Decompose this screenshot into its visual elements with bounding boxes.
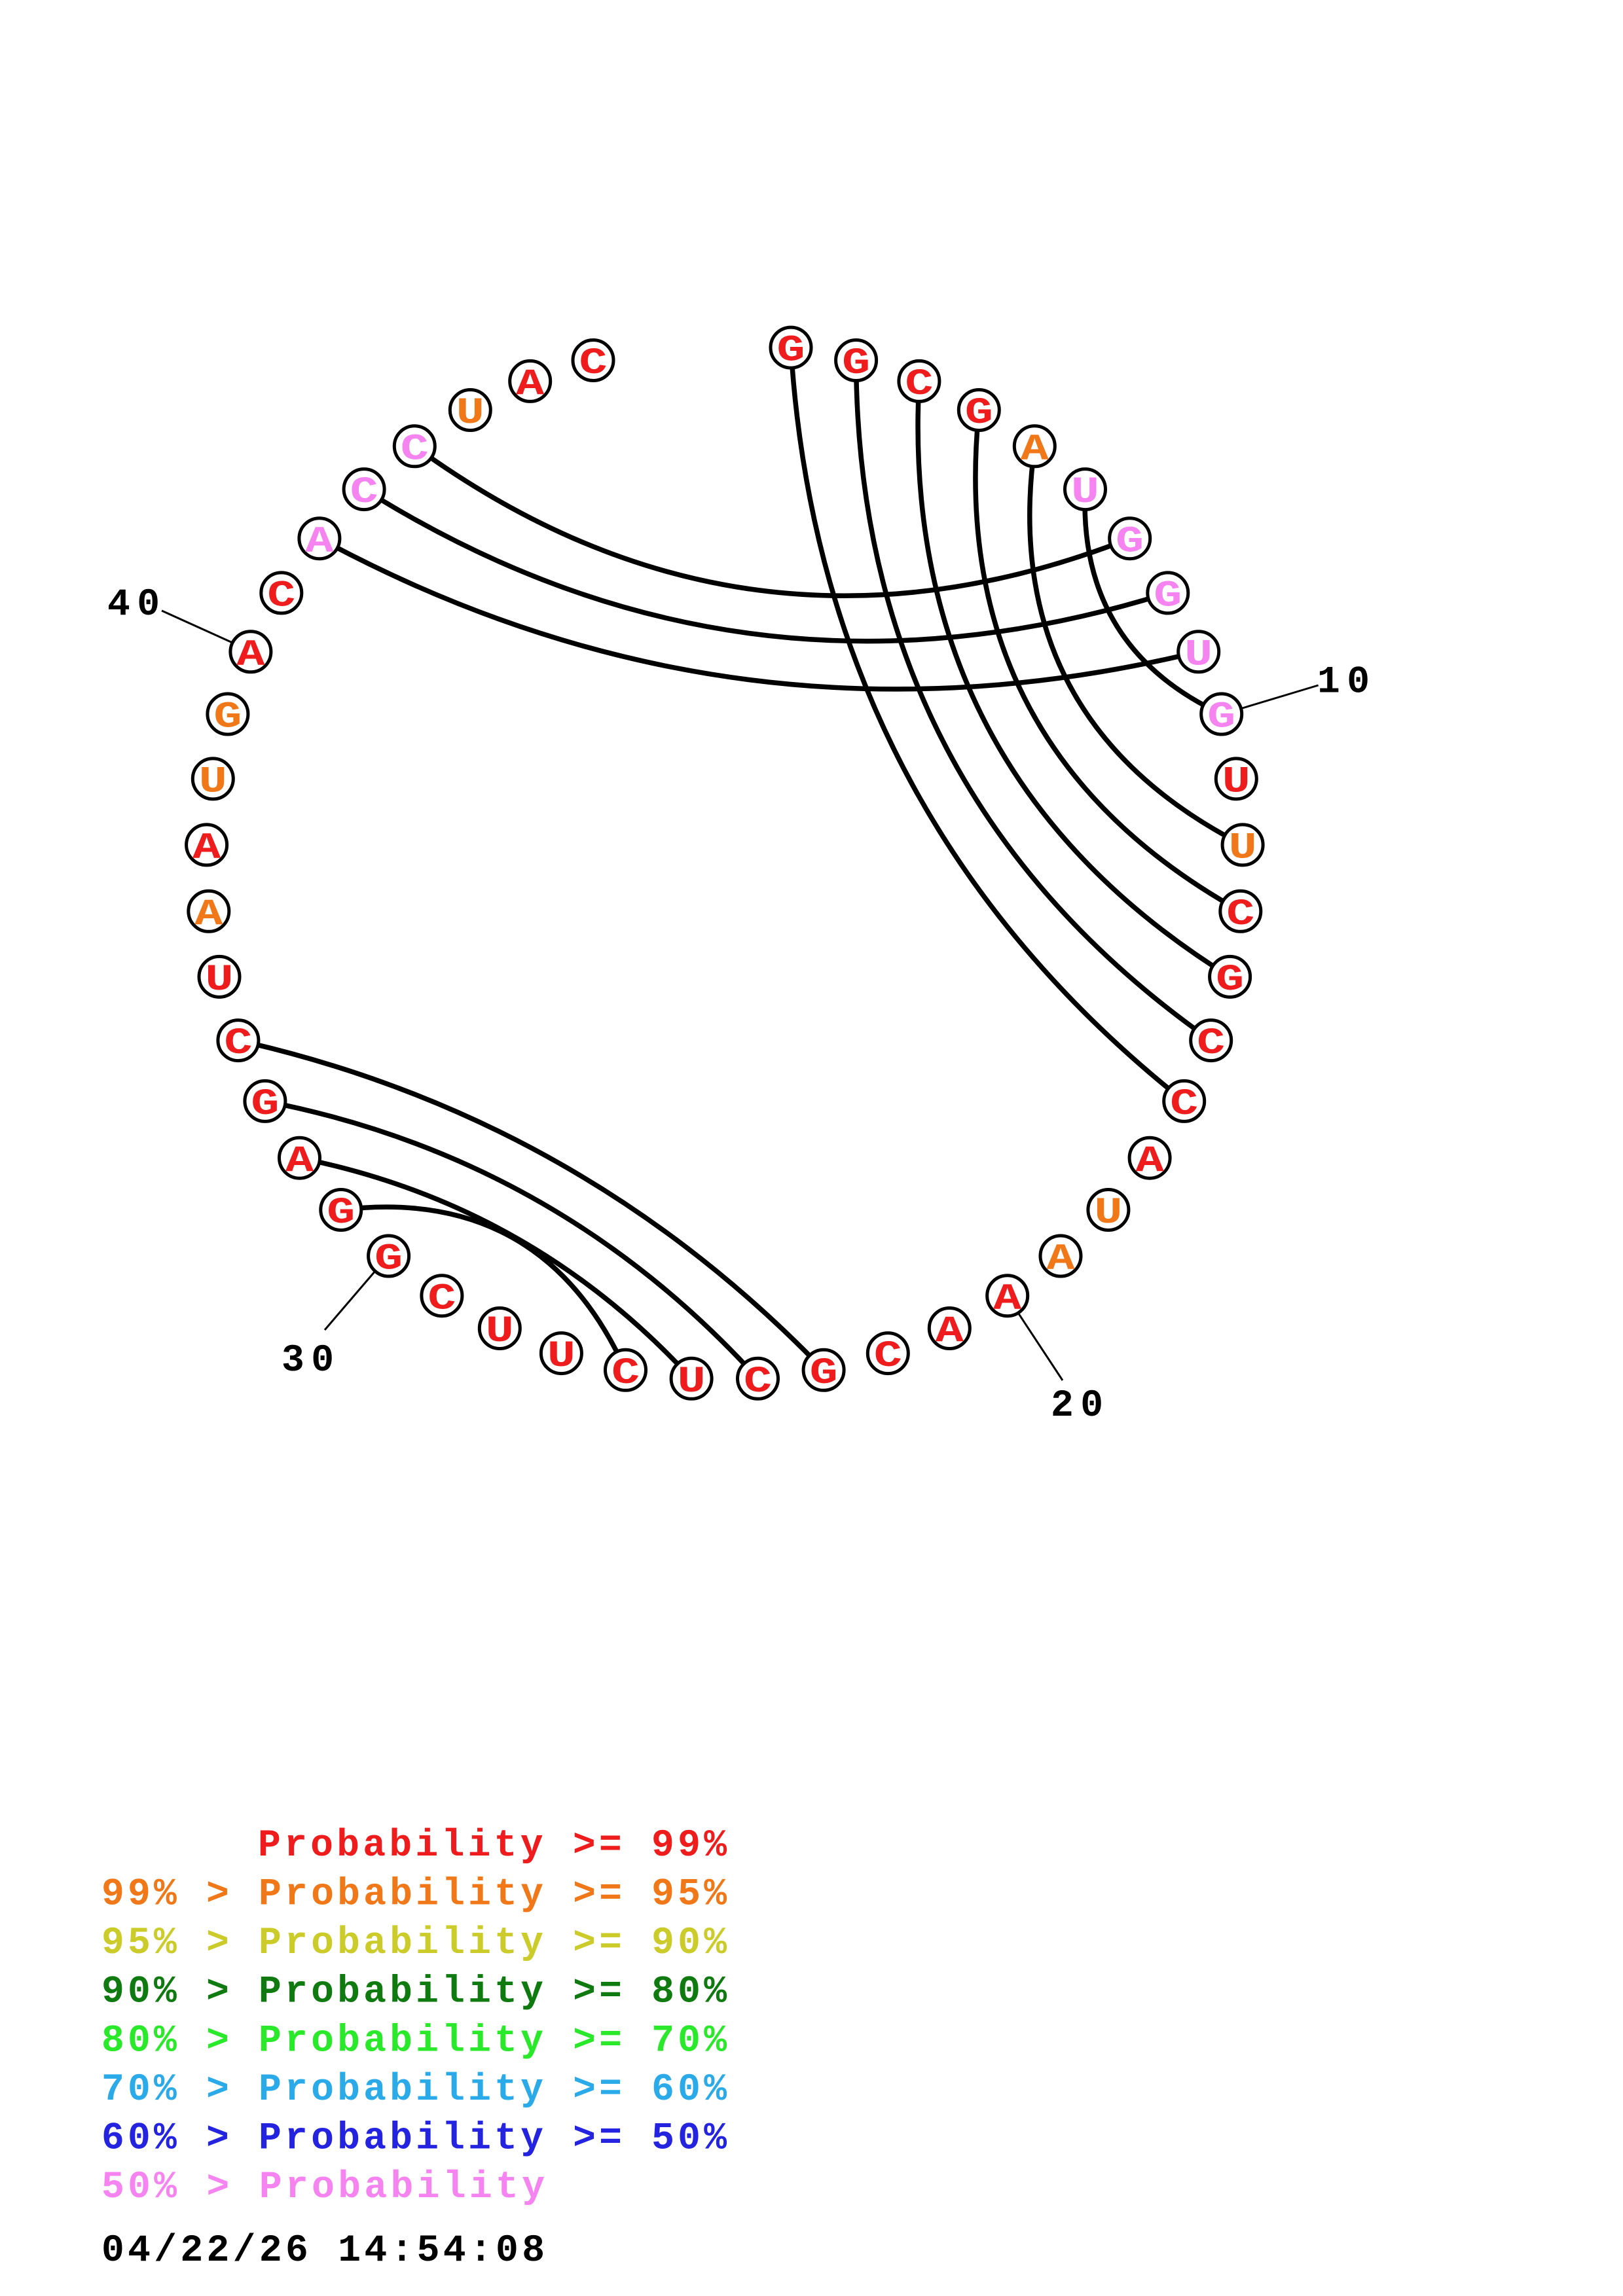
svg-text:G: G <box>842 343 870 385</box>
svg-text:G: G <box>251 1084 279 1126</box>
svg-text:C: C <box>611 1353 640 1395</box>
svg-text:A: A <box>236 634 265 676</box>
svg-text:U: U <box>678 1361 706 1403</box>
svg-text:G: G <box>374 1239 403 1281</box>
svg-text:U: U <box>456 393 484 435</box>
svg-text:U: U <box>1222 762 1250 804</box>
svg-text:U: U <box>1094 1193 1122 1234</box>
svg-text:C: C <box>428 1278 456 1320</box>
svg-text:C: C <box>267 576 295 618</box>
svg-text:A: A <box>305 521 334 563</box>
svg-text:A: A <box>993 1278 1022 1320</box>
svg-text:U: U <box>1184 634 1213 676</box>
svg-text:U: U <box>199 762 227 804</box>
svg-text:C: C <box>350 472 378 514</box>
svg-text:A: A <box>192 828 221 870</box>
svg-text:C: C <box>401 429 429 471</box>
svg-text:C: C <box>1197 1023 1225 1065</box>
svg-text:A: A <box>285 1141 314 1183</box>
svg-text:G: G <box>1207 697 1235 739</box>
svg-text:A: A <box>1136 1141 1165 1183</box>
svg-text:G: G <box>810 1353 838 1395</box>
svg-text:U: U <box>1229 828 1257 870</box>
svg-text:G: G <box>1216 960 1244 1001</box>
svg-text:G: G <box>327 1193 355 1234</box>
svg-text:A: A <box>1047 1239 1076 1281</box>
svg-text:G: G <box>213 697 242 739</box>
svg-text:U: U <box>1071 472 1099 514</box>
svg-text:A: A <box>194 894 223 936</box>
svg-text:C: C <box>579 343 608 385</box>
svg-text:C: C <box>1170 1084 1198 1126</box>
svg-text:C: C <box>874 1336 902 1378</box>
svg-text:C: C <box>224 1023 252 1065</box>
svg-text:C: C <box>1226 894 1254 936</box>
svg-text:G: G <box>777 331 805 372</box>
svg-text:C: C <box>905 364 933 406</box>
svg-text:A: A <box>936 1311 964 1353</box>
svg-text:50% > Probability: 50% > Probability <box>101 2166 545 2209</box>
svg-text:U: U <box>206 960 234 1001</box>
svg-text:G: G <box>1116 521 1144 563</box>
svg-text:G: G <box>965 393 993 435</box>
svg-text:C: C <box>744 1361 772 1403</box>
svg-text:U: U <box>486 1311 514 1353</box>
svg-text:G: G <box>1154 576 1182 618</box>
svg-text:U: U <box>547 1336 575 1378</box>
svg-text:04/22/26 14:54:08: 04/22/26 14:54:08 <box>101 2230 545 2272</box>
svg-text:A: A <box>516 364 545 406</box>
svg-text:A: A <box>1021 429 1049 471</box>
